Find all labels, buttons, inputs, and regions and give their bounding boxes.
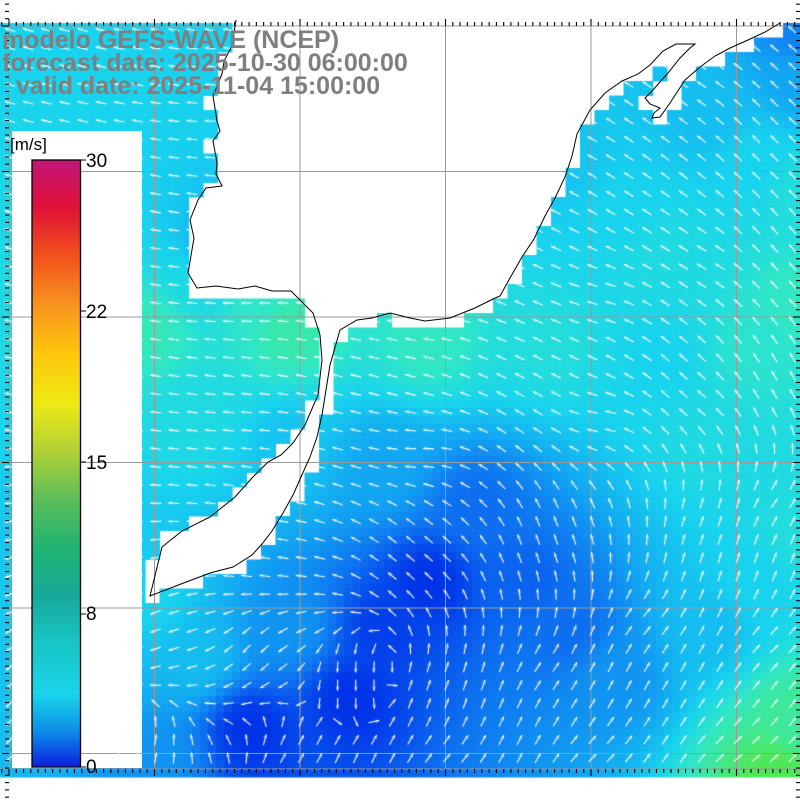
svg-text:8: 8	[86, 604, 97, 625]
svg-text:0: 0	[86, 757, 97, 778]
svg-text:[m/s]: [m/s]	[10, 135, 47, 154]
svg-text:30: 30	[86, 151, 107, 172]
svg-text:22: 22	[86, 302, 107, 323]
svg-text:15: 15	[86, 453, 107, 474]
